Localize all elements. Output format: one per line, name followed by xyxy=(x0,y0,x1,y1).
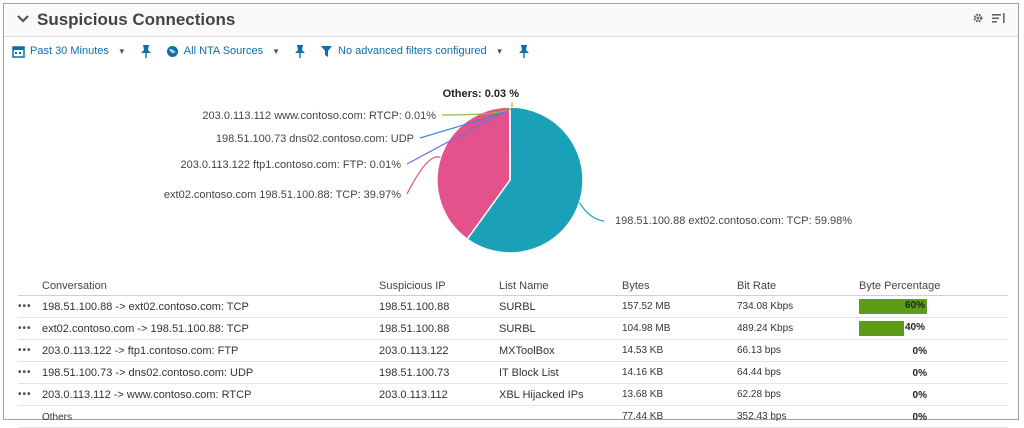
time-range-dropdown[interactable]: Past 30 Minutes ▼ xyxy=(12,45,126,58)
list-name: XBL Hijacked IPs xyxy=(499,384,622,406)
pie-chart: 198.51.100.88 ext02.contoso.com: TCP: 59… xyxy=(4,82,1020,272)
conversation[interactable]: 203.0.113.112 -> www.contoso.com: RTCP xyxy=(42,389,251,401)
byte-percentage: 40% xyxy=(905,322,925,333)
sources-label: All NTA Sources xyxy=(184,45,263,57)
suspicious-ip xyxy=(379,406,499,428)
sources-dropdown[interactable]: All NTA Sources ▼ xyxy=(166,45,280,58)
bytes: 14.53 KB xyxy=(622,340,737,362)
chevron-down-icon: ▼ xyxy=(118,47,126,56)
bytes: 14.16 KB xyxy=(622,362,737,384)
bytes: 157.52 MB xyxy=(622,296,737,318)
col-byte-percentage[interactable]: Byte Percentage xyxy=(859,277,1008,296)
bytes: 104.98 MB xyxy=(622,318,737,340)
table-row[interactable]: ••• ext02.contoso.com -> 198.51.100.88: T… xyxy=(18,318,1008,340)
conversation[interactable]: 198.51.100.73 -> dns02.contoso.com: UDP xyxy=(42,367,253,379)
pin-icon[interactable] xyxy=(518,44,530,58)
table-row[interactable]: ••• 203.0.113.122 -> ftp1.contoso.com: FT… xyxy=(18,340,1008,362)
table-row[interactable]: ••• 198.51.100.88 -> ext02.contoso.com: T… xyxy=(18,296,1008,318)
byte-percentage: 60% xyxy=(905,300,925,311)
chevron-down-icon: ▼ xyxy=(496,47,504,56)
bytes: 77.44 KB xyxy=(622,406,737,428)
list-name: MXToolBox xyxy=(499,340,622,362)
conversations-table: Conversation Suspicious IP List Name Byt… xyxy=(18,277,1008,428)
widget-title: Suspicious Connections xyxy=(37,10,235,30)
conversation: Others xyxy=(42,412,72,423)
byte-percentage: 0% xyxy=(859,390,927,401)
pin-icon[interactable] xyxy=(294,44,306,58)
suspicious-ip: 203.0.113.122 xyxy=(379,340,499,362)
slice-label: 203.0.113.122 ftp1.contoso.com: FTP: 0.0… xyxy=(180,159,401,171)
byte-percentage: 0% xyxy=(859,412,927,423)
suspicious-ip: 198.51.100.88 xyxy=(379,296,499,318)
list-name: IT Block List xyxy=(499,362,622,384)
collapse-chevron-icon[interactable] xyxy=(16,12,30,26)
col-conversation[interactable]: Conversation xyxy=(42,277,379,296)
slice-label: 198.51.100.73 dns02.contoso.com: UDP xyxy=(216,133,414,145)
bit-rate: 66.13 bps xyxy=(737,340,859,362)
slice-label: 198.51.100.88 ext02.contoso.com: TCP: 59… xyxy=(615,215,852,227)
list-name xyxy=(499,406,622,428)
chevron-down-icon: ▼ xyxy=(272,47,280,56)
menu-icon[interactable] xyxy=(992,12,1006,24)
widget-header: Suspicious Connections xyxy=(4,4,1018,37)
bit-rate: 352.43 bps xyxy=(737,406,859,428)
filters-dropdown[interactable]: No advanced filters configured ▼ xyxy=(320,45,504,58)
byte-percentage-bar: 60% xyxy=(859,299,927,314)
filters-label: No advanced filters configured xyxy=(338,45,487,57)
row-menu-icon[interactable]: ••• xyxy=(18,301,32,312)
globe-icon xyxy=(166,45,179,58)
leader-line xyxy=(579,203,604,221)
bar-fill xyxy=(859,321,904,336)
suspicious-ip: 203.0.113.112 xyxy=(379,384,499,406)
pin-icon[interactable] xyxy=(140,44,152,58)
filter-toolbar: Past 30 Minutes ▼ All NTA Sources ▼ No a… xyxy=(12,42,544,60)
byte-percentage-bar: 40% xyxy=(859,321,927,336)
list-name: SURBL xyxy=(499,296,622,318)
col-list-name[interactable]: List Name xyxy=(499,277,622,296)
calendar-icon xyxy=(12,45,25,58)
suspicious-ip: 198.51.100.88 xyxy=(379,318,499,340)
row-menu-icon[interactable]: ••• xyxy=(18,367,32,378)
row-menu-icon[interactable]: ••• xyxy=(18,345,32,356)
bit-rate: 62.28 bps xyxy=(737,384,859,406)
row-menu-icon[interactable]: ••• xyxy=(18,323,32,334)
conversation[interactable]: ext02.contoso.com -> 198.51.100.88: TCP xyxy=(42,323,249,335)
byte-percentage: 0% xyxy=(859,368,927,379)
gear-icon[interactable] xyxy=(972,12,984,24)
table-row[interactable]: ••• 198.51.100.73 -> dns02.contoso.com: U… xyxy=(18,362,1008,384)
table-header-row: Conversation Suspicious IP List Name Byt… xyxy=(18,277,1008,296)
bytes: 13.68 KB xyxy=(622,384,737,406)
byte-percentage: 0% xyxy=(859,346,927,357)
list-name: SURBL xyxy=(499,318,622,340)
col-bytes[interactable]: Bytes xyxy=(622,277,737,296)
time-range-label: Past 30 Minutes xyxy=(30,45,109,57)
filter-icon xyxy=(320,45,333,58)
conversation[interactable]: 203.0.113.122 -> ftp1.contoso.com: FTP xyxy=(42,345,238,357)
bit-rate: 489.24 Kbps xyxy=(737,318,859,340)
bit-rate: 734.08 Kbps xyxy=(737,296,859,318)
suspicious-ip: 198.51.100.73 xyxy=(379,362,499,384)
slice-label: ext02.contoso.com 198.51.100.88: TCP: 39… xyxy=(164,189,401,201)
table-row[interactable]: ••• 203.0.113.112 -> www.contoso.com: RTC… xyxy=(18,384,1008,406)
slice-label: 203.0.113.112 www.contoso.com: RTCP: 0.0… xyxy=(202,110,436,122)
slice-label: Others: 0.03 % xyxy=(443,88,520,100)
leader-line xyxy=(407,157,441,194)
col-suspicious-ip[interactable]: Suspicious IP xyxy=(379,277,499,296)
conversation[interactable]: 198.51.100.88 -> ext02.contoso.com: TCP xyxy=(42,301,249,313)
suspicious-connections-widget: Suspicious Connections Past 30 Minutes ▼ xyxy=(3,3,1019,420)
bit-rate: 64.44 bps xyxy=(737,362,859,384)
row-menu-icon[interactable]: ••• xyxy=(18,389,32,400)
col-bit-rate[interactable]: Bit Rate xyxy=(737,277,859,296)
